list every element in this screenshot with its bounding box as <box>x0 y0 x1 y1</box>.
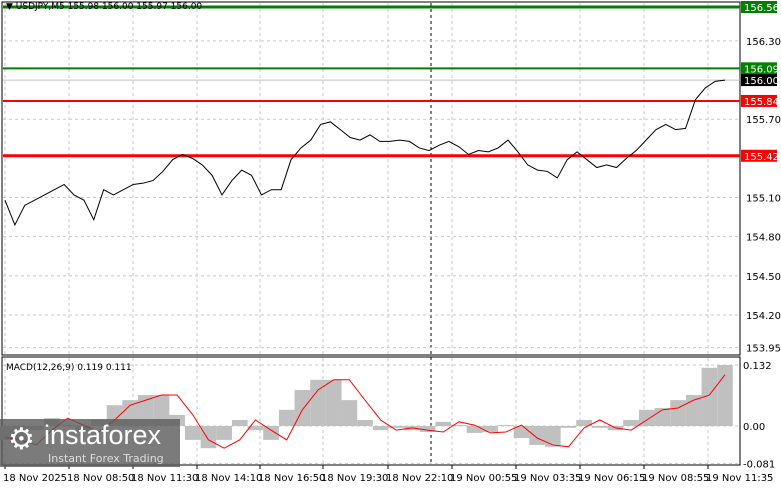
macd-bar <box>263 426 279 440</box>
macd-bar <box>435 421 452 426</box>
macd-bar <box>419 426 436 433</box>
level-badge <box>741 1 777 13</box>
x-tick-label: 19 Nov 03:35 <box>514 473 581 484</box>
x-tick-label: 18 Nov 19:30 <box>321 473 388 484</box>
macd-bar <box>623 419 639 426</box>
x-tick-label: 18 Nov 08:50 <box>67 473 134 484</box>
level-label: 155.84 <box>744 97 779 108</box>
macd-bar <box>138 395 154 426</box>
logo-tagline: Instant Forex Trading <box>48 452 164 465</box>
macd-pane-frame <box>1 356 741 466</box>
level-badge <box>741 149 777 162</box>
macd-bar <box>372 426 389 431</box>
macd-bar <box>153 395 170 426</box>
macd-bar <box>388 426 405 428</box>
chart-title: ▼ USDJPY,M5 155.98 156.00 155.97 156.00 <box>6 2 203 12</box>
macd-bar <box>576 419 592 426</box>
y-tick-label: 154.50 <box>746 272 781 283</box>
macd-bar <box>591 426 608 428</box>
x-tick-label: 19 Nov 11:35 <box>706 473 773 484</box>
y-tick-label: 155.10 <box>746 194 781 205</box>
macd-bar <box>685 395 702 426</box>
macd-label: MACD(12,26,9) 0.119 0.111 <box>6 363 132 373</box>
x-tick-label: 19 Nov 00:55 <box>450 473 517 484</box>
macd-bar <box>466 426 483 433</box>
price-line <box>4 79 726 227</box>
macd-tick-label: 0.132 <box>743 361 772 372</box>
macd-bar <box>357 419 373 426</box>
macd-bar <box>216 426 232 440</box>
current-price-label: 156.00 <box>744 76 779 87</box>
x-tick-label: 18 Nov 11:30 <box>131 473 198 484</box>
macd-tick-label: -0.081 <box>743 459 775 470</box>
macd-bar <box>513 426 530 439</box>
macd-bar <box>185 426 201 440</box>
x-tick-label: 18 Nov 14:10 <box>195 473 262 484</box>
macd-bar <box>310 379 326 426</box>
logo-name: instaforex <box>44 420 162 450</box>
macd-bar <box>341 400 358 426</box>
macd-tick-label: 0.00 <box>743 422 765 433</box>
macd-bar <box>529 426 545 445</box>
level-badge <box>741 94 777 107</box>
macd-bar <box>451 425 467 426</box>
x-tick-label: 18 Nov 16:50 <box>258 473 325 484</box>
instaforex-logo: ⚙ instaforex Instant Forex Trading <box>0 419 180 467</box>
macd-signal-line <box>4 374 726 449</box>
macd-bar <box>278 409 295 426</box>
macd-bar <box>247 426 264 431</box>
macd-bar <box>717 365 733 426</box>
y-tick-label: 154.80 <box>746 233 781 244</box>
macd-bar <box>200 426 217 449</box>
macd-bar <box>670 400 686 426</box>
level-label: 155.42 <box>744 152 779 163</box>
current-price-badge <box>741 74 777 87</box>
macd-bar <box>701 367 718 426</box>
x-tick-label: 18 Nov 2025 <box>3 473 67 484</box>
main-pane-frame <box>1 1 741 356</box>
macd-bar <box>325 379 342 426</box>
y-tick-label: 153.95 <box>746 344 781 355</box>
y-tick-label: 156.30 <box>746 37 781 48</box>
x-tick-label: 18 Nov 22:10 <box>386 473 453 484</box>
macd-bar <box>482 426 499 433</box>
gear-icon: ⚙ <box>8 422 35 457</box>
x-tick-label: 19 Nov 06:15 <box>578 473 645 484</box>
macd-bar <box>560 426 577 428</box>
level-label: 156.09 <box>744 64 779 75</box>
y-tick-label: 155.70 <box>746 115 781 126</box>
x-tick-label: 19 Nov 08:55 <box>642 473 709 484</box>
macd-bar <box>231 419 248 426</box>
macd-bar <box>545 426 561 447</box>
macd-bar <box>498 425 514 426</box>
level-label: 156.56 <box>744 3 779 14</box>
macd-bar <box>654 407 671 426</box>
level-badge <box>741 62 777 75</box>
y-tick-label: 154.20 <box>746 311 781 322</box>
